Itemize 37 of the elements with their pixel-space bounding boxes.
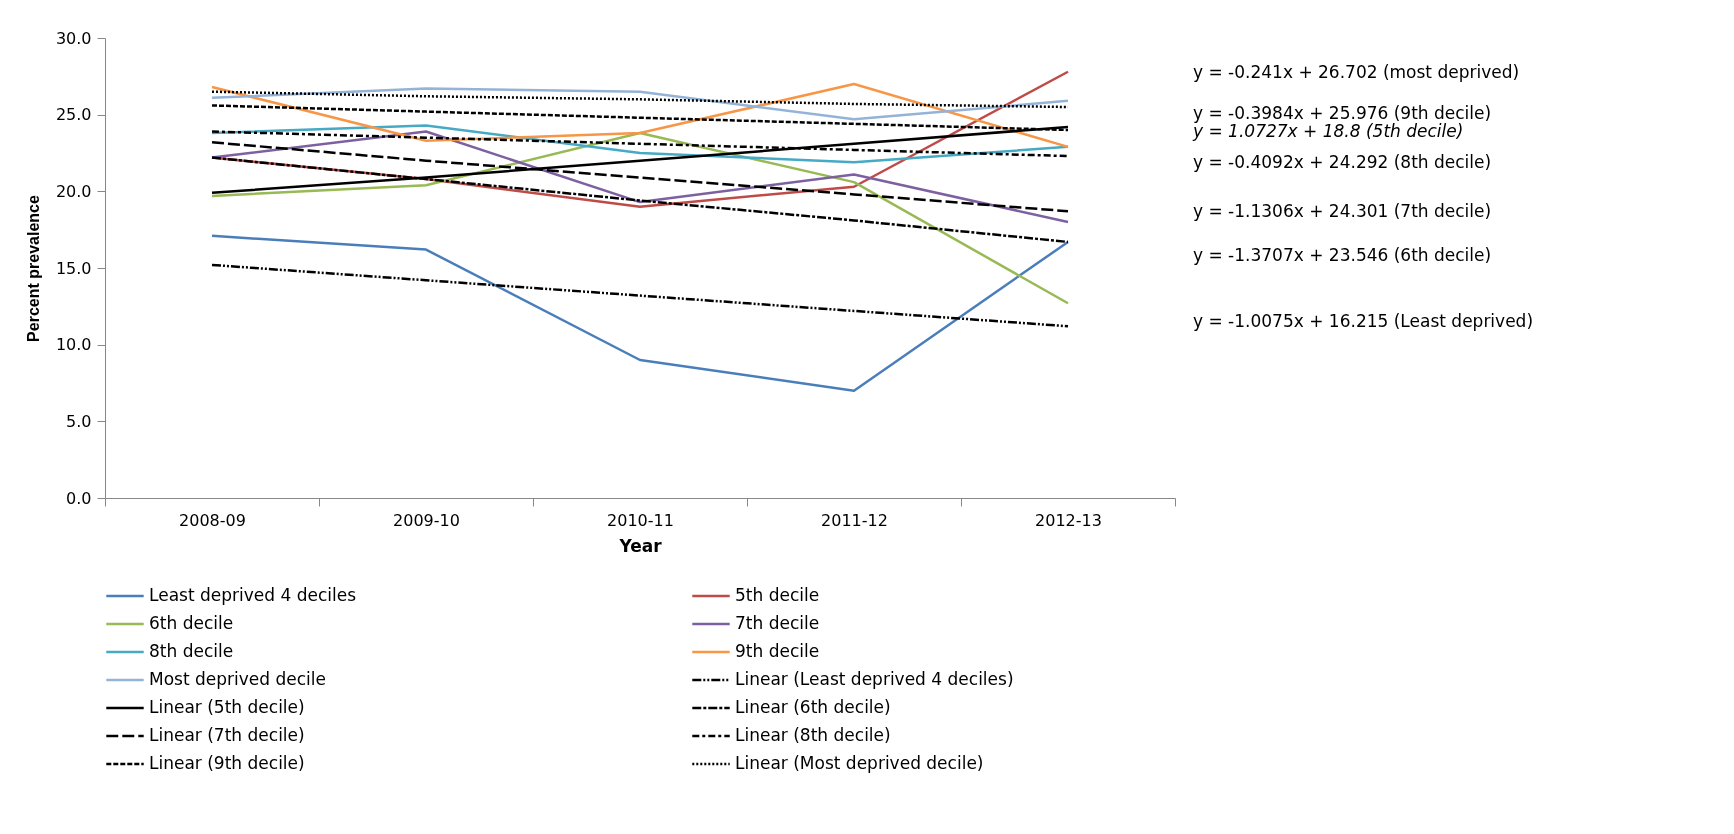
text: y = -0.241x + 26.702 (most deprived) bbox=[1193, 62, 1520, 82]
y-tick-label: 20.0 bbox=[55, 181, 92, 201]
text: y = -0.3984x + 25.976 (9th decile) bbox=[1193, 103, 1492, 123]
legend-label: Linear (Least deprived 4 deciles) bbox=[735, 669, 1014, 689]
y-tick-label: 10.0 bbox=[55, 335, 92, 355]
legend-label: 9th decile bbox=[735, 641, 820, 661]
legend-label: Most deprived decile bbox=[149, 669, 326, 689]
line-series bbox=[210, 87, 1070, 121]
line-series bbox=[210, 263, 1070, 328]
legend-label: 7th decile bbox=[735, 613, 820, 633]
legend-label: Linear (9th decile) bbox=[149, 753, 305, 773]
x-tick-label: 2009-10 bbox=[393, 510, 460, 530]
x-tick-label: 2008-09 bbox=[179, 510, 246, 530]
text: y = -1.0075x + 16.215 (Least deprived) bbox=[1193, 311, 1534, 331]
legend-label: Linear (Most deprived decile) bbox=[735, 753, 984, 773]
y-tick-label: 25.0 bbox=[55, 105, 92, 125]
legend-label: 6th decile bbox=[149, 613, 234, 633]
x-tick-label: 2011-12 bbox=[821, 510, 888, 530]
text: y = -1.3707x + 23.546 (6th decile) bbox=[1193, 245, 1492, 265]
text: y = -0.4092x + 24.292 (8th decile) bbox=[1193, 152, 1492, 172]
legend-label: Linear (5th decile) bbox=[149, 697, 305, 717]
line-series bbox=[210, 234, 1070, 392]
x-tick-label: 2010-11 bbox=[607, 510, 674, 530]
legend-label: 5th decile bbox=[735, 585, 820, 605]
legend-label: 8th decile bbox=[149, 641, 234, 661]
x-tick-label: 2012-13 bbox=[1035, 510, 1102, 530]
text: y = -1.1306x + 24.301 (7th decile) bbox=[1193, 201, 1492, 221]
y-axis-title: Percent prevalence bbox=[24, 195, 42, 342]
x-axis-title: Year bbox=[618, 535, 663, 556]
y-tick-label: 15.0 bbox=[55, 258, 92, 278]
y-tick-label: 30.0 bbox=[55, 28, 92, 48]
legend-label: Linear (8th decile) bbox=[735, 725, 891, 745]
legend-label: Linear (6th decile) bbox=[735, 697, 891, 717]
legend-label: Linear (7th decile) bbox=[149, 725, 305, 745]
y-tick-label: 5.0 bbox=[66, 411, 92, 431]
legend-label: Least deprived 4 deciles bbox=[149, 585, 357, 605]
y-tick-label: 0.0 bbox=[66, 488, 92, 508]
